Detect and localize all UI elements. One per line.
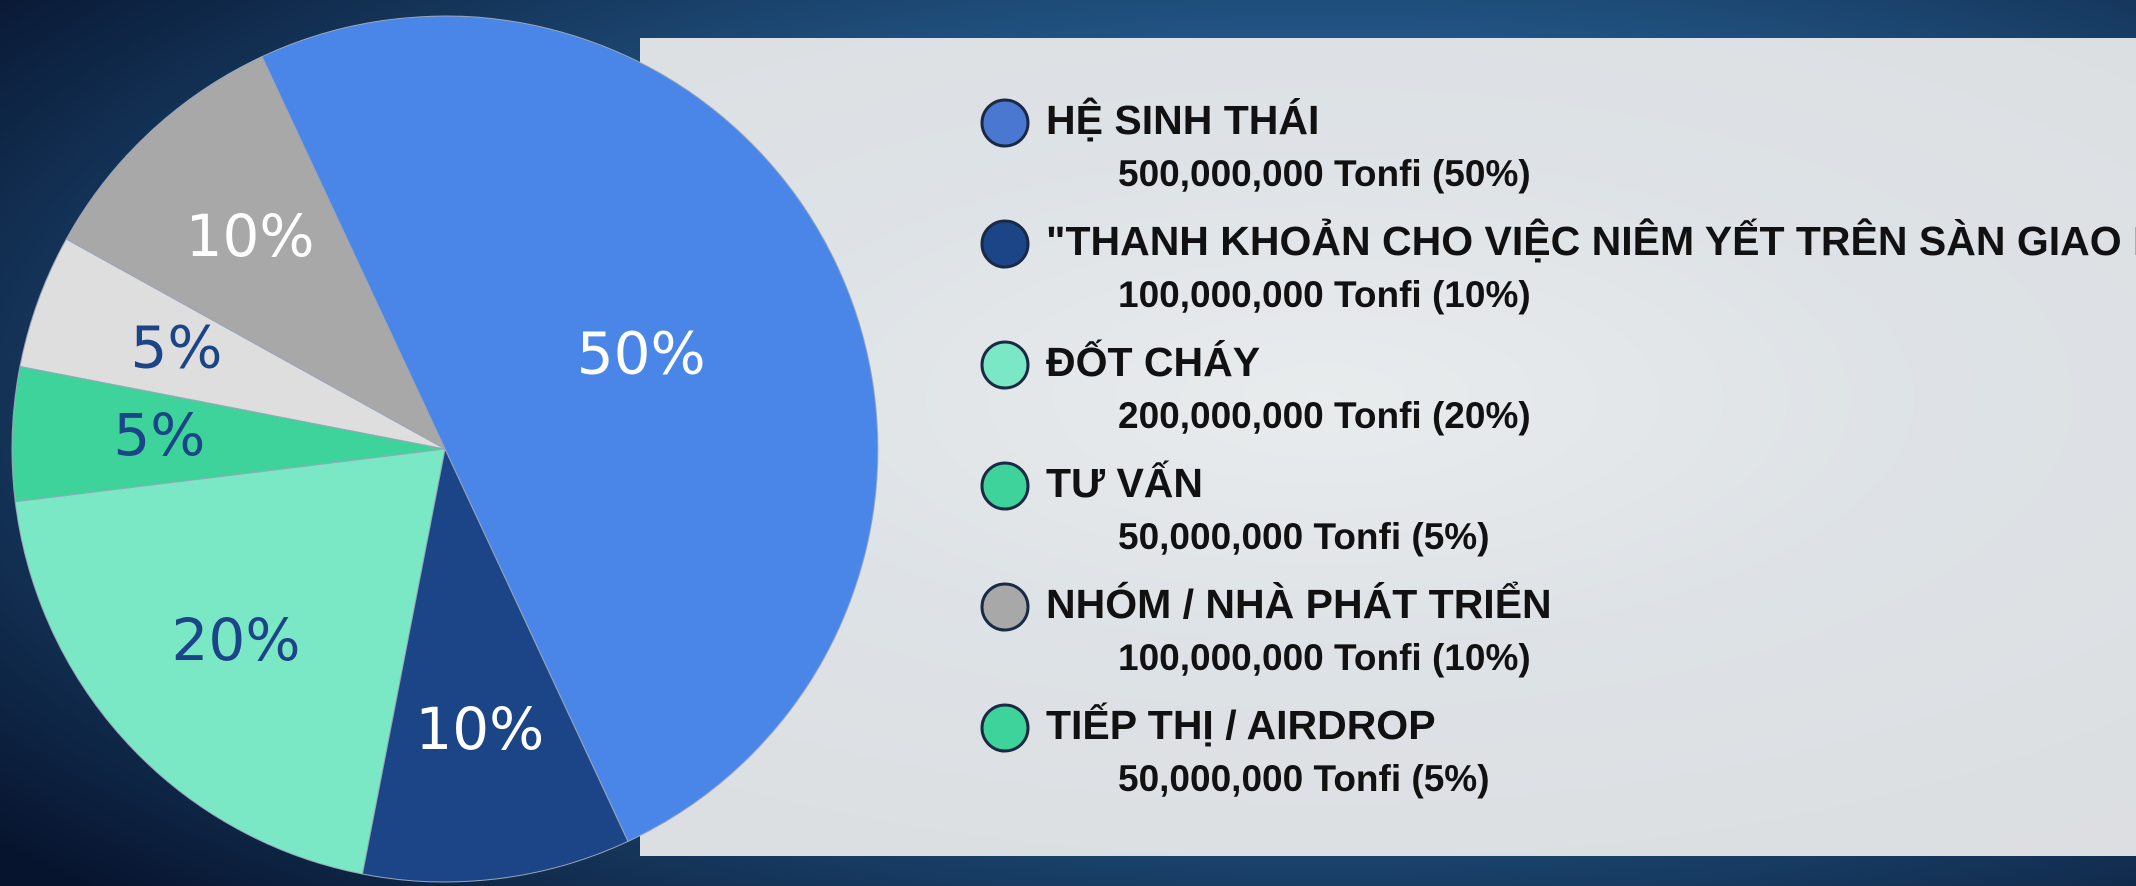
legend-detail: 200,000,000 Tonfi (20%): [1118, 395, 1531, 436]
legend-detail: 500,000,000 Tonfi (50%): [1118, 153, 1531, 194]
slice-label: 10%: [186, 202, 315, 270]
legend-label: TƯ VẤN: [1046, 460, 1203, 506]
slice-label: 5%: [130, 313, 222, 381]
legend-label: ĐỐT CHÁY: [1046, 339, 1260, 385]
legend-label: "THANH KHOẢN CHO VIỆC NIÊM YẾT TRÊN SÀN …: [1046, 218, 2136, 264]
legend-detail: 100,000,000 Tonfi (10%): [1118, 274, 1531, 315]
slice-label: 50%: [577, 320, 706, 388]
legend-detail: 50,000,000 Tonfi (5%): [1118, 516, 1490, 557]
slice-label: 10%: [415, 695, 544, 763]
legend-label: TIẾP THỊ / AIRDROP: [1046, 702, 1436, 748]
legend-swatch: [980, 98, 1030, 148]
legend-label: HỆ SINH THÁI: [1046, 97, 1319, 143]
legend-swatch: [980, 703, 1030, 753]
pie-slice: [14, 448, 446, 875]
legend: HỆ SINH THÁI 500,000,000 Tonfi (50%) "THAN…: [980, 97, 2136, 799]
panel: [640, 38, 2136, 856]
legend-label: NHÓM / NHÀ PHÁT TRIỂN: [1046, 580, 1552, 627]
legend-swatch: [980, 582, 1030, 632]
pie-slice: [361, 447, 629, 883]
pie: 50% 10% 20% 5% 5% 10%: [11, 15, 879, 883]
pie-slice: [261, 15, 879, 843]
legend-swatch: [980, 340, 1030, 390]
legend-swatch: [980, 461, 1030, 511]
slice-label: 20%: [172, 606, 301, 674]
legend-swatch: [980, 219, 1030, 269]
slice-label: 5%: [113, 401, 205, 469]
pie-slice: [65, 55, 447, 451]
legend-detail: 100,000,000 Tonfi (10%): [1118, 637, 1531, 678]
legend-detail: 50,000,000 Tonfi (5%): [1118, 758, 1490, 799]
